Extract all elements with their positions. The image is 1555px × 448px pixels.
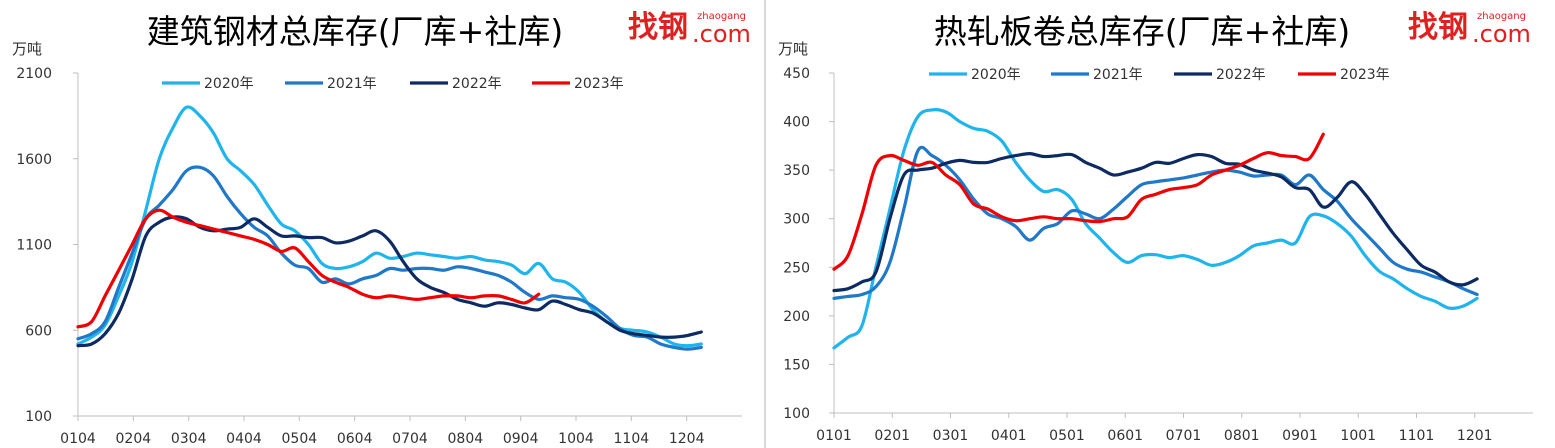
x-tick-label: 0301 [933,428,969,444]
series-line-2020 [76,105,703,348]
x-tick-label: 1001 [1340,428,1376,444]
series-line-2020 [832,107,1479,350]
panel-divider [764,0,766,448]
series-line-2023 [76,208,541,329]
series-line-2021 [832,145,1479,300]
x-tick-label: 1004 [558,431,594,447]
x-tick-label: 0501 [1049,428,1085,444]
y-tick-label: 350 [783,163,810,179]
y-tick-label: 150 [783,357,810,373]
x-tick-label: 0401 [991,428,1027,444]
logo-com: .com [1472,20,1531,48]
x-tick-label: 0704 [392,431,428,447]
series-line-2023 [832,132,1325,271]
plot-area: 100 150 200 250 300 350 400 450 0101 0201 0301 0401… [783,66,1533,444]
plot-area: 100 600 1100 1600 2100 0104 0204 0304 0404 0504 06… [16,66,742,447]
chart-title: 建筑钢材总库存(厂库+社库) [147,12,563,51]
x-tick-label: 0504 [282,431,318,447]
x-tick-label: 0604 [337,431,373,447]
series-line-2022 [832,151,1479,293]
x-tick-label: 0804 [448,431,484,447]
y-tick-label: 400 [783,115,810,131]
x-tick-label: 1204 [669,431,705,447]
legend-label-2021: 2021年 [1093,67,1143,83]
y-tick-label: 100 [25,409,52,425]
x-tick-label: 0901 [1282,428,1318,444]
y-tick-label: 100 [783,406,810,422]
x-tick-label: 0204 [116,431,152,447]
y-tick-label: 200 [783,309,810,325]
x-tick-label: 0801 [1224,428,1260,444]
logo-main: 找钢 [628,10,688,45]
chart-hot-rolled: 热轧板卷总库存(厂库+社库) 万吨 找钢 zhaogang .com 100 15… [778,10,1533,444]
logo-com: .com [692,20,751,48]
logo: 找钢 zhaogang .com [1408,10,1531,48]
legend-label-2022: 2022年 [1216,67,1266,83]
logo-sub: zhaogang [1477,11,1526,22]
legend-label-2021: 2021年 [327,76,377,92]
y-unit-label: 万吨 [778,40,808,58]
series-line-2022 [76,215,703,348]
x-tick-label: 0601 [1107,428,1143,444]
chart-panel-hot-rolled: 热轧板卷总库存(厂库+社库) 万吨 找钢 zhaogang .com 100 15… [768,0,1555,448]
logo-sub: zhaogang [697,11,746,22]
x-tick-label: 0404 [226,431,262,447]
y-tick-label: 450 [783,66,810,82]
x-tick-label: 1101 [1399,428,1435,444]
legend-label-2023: 2023年 [574,76,624,92]
chart-title: 热轧板卷总库存(厂库+社库) [934,12,1350,51]
series-line-2021 [76,165,703,351]
y-tick-label: 250 [783,260,810,276]
y-tick-label: 600 [25,323,52,339]
logo: 找钢 zhaogang .com [628,10,751,48]
logo-main: 找钢 [1408,10,1468,45]
y-tick-label: 300 [783,212,810,228]
x-tick-label: 0701 [1166,428,1202,444]
legend-label-2022: 2022年 [452,76,502,92]
x-tick-label: 0201 [874,428,910,444]
x-tick-label: 0304 [171,431,207,447]
y-tick-label: 1100 [16,238,52,254]
x-tick-label: 0904 [503,431,539,447]
x-tick-label: 0101 [816,428,852,444]
chart-building-steel: 建筑钢材总库存(厂库+社库) 万吨 找钢 zhaogang .com 100 60… [12,10,751,447]
legend-label-2023: 2023年 [1340,67,1390,83]
y-tick-label: 1600 [16,152,52,168]
legend-label-2020: 2020年 [971,67,1021,83]
y-tick-label: 2100 [16,66,52,82]
legend-label-2020: 2020年 [204,76,254,92]
y-unit-label: 万吨 [12,40,42,58]
x-tick-label: 0104 [60,431,96,447]
x-tick-label: 1104 [614,431,650,447]
chart-panel-building-steel: 建筑钢材总库存(厂库+社库) 万吨 找钢 zhaogang .com 100 60… [0,0,762,448]
x-tick-label: 1201 [1457,428,1493,444]
